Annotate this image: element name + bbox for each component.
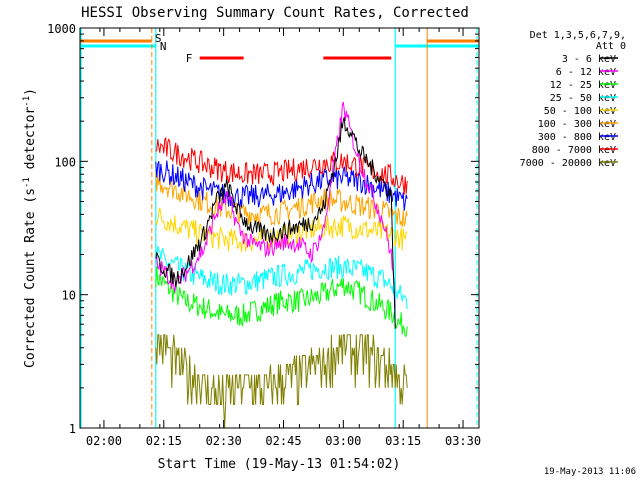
x-tick-label: 02:15 [146,434,182,448]
legend-label: 6 - 12 keV [556,67,616,78]
night-marker: N [160,40,167,53]
saa-marker: S [155,32,162,45]
y-tick-label: 100 [54,155,76,169]
x-axis-label: Start Time (19-May-13 01:54:02) [158,457,401,472]
y-tick-label: 1000 [47,22,76,36]
legend-label: 7000 - 20000 keV [520,158,616,169]
x-tick-label: 02:30 [206,434,242,448]
legend-label: 25 - 50 keV [550,93,616,104]
legend-label: 100 - 300 keV [538,119,616,130]
series-line-0 [155,117,396,329]
legend-label: 12 - 25 keV [550,80,616,91]
legend-label: 3 - 6 keV [562,54,616,65]
series-line-3 [155,245,408,309]
flare-marker: F [186,52,193,65]
x-tick-label: 03:00 [325,434,361,448]
legend-header: Det 1,3,5,6,7,9, [530,30,626,41]
series-line-2 [155,266,408,337]
chart-title: HESSI Observing Summary Count Rates, Cor… [81,5,469,21]
legend-header: Att 0 [596,41,626,52]
x-tick-label: 02:45 [265,434,301,448]
timestamp: 19-May-2013 11:06 [544,467,636,477]
x-tick-label: 03:30 [445,434,481,448]
series-line-8 [155,334,408,428]
series-line-4 [155,207,408,253]
series-line-6 [155,160,408,211]
legend-label: 300 - 800 keV [538,132,616,143]
x-tick-label: 03:15 [385,434,421,448]
y-tick-label: 1 [69,422,76,436]
y-tick-label: 10 [62,289,76,303]
legend-label: 800 - 7000 keV [532,145,616,156]
series-line-7 [155,136,408,195]
x-tick-label: 02:00 [86,434,122,448]
legend-label: 50 - 100 keV [544,106,616,117]
y-axis-label: Corrected Count Rate (s-1 detector-1) [22,88,38,368]
